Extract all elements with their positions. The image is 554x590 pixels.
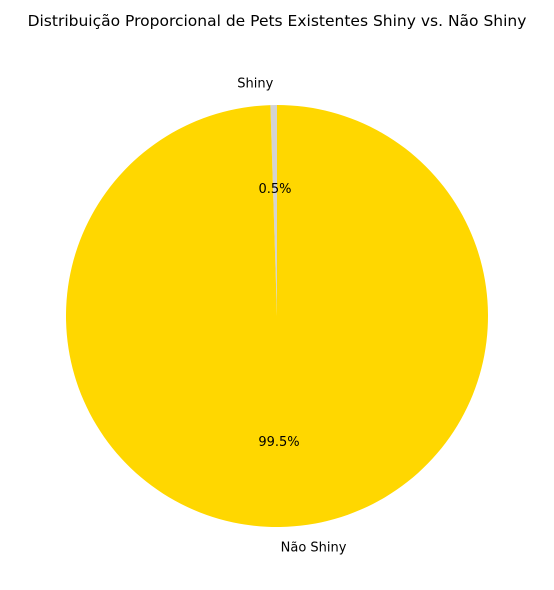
slice-pct-label-1: 99.5% xyxy=(258,435,299,450)
pie-labels: Shiny 0.5% Não Shiny 99.5% xyxy=(237,76,346,555)
slice-label-0: Shiny xyxy=(237,76,273,91)
pie-slices xyxy=(66,105,489,527)
slice-label-1: Não Shiny xyxy=(281,541,347,556)
pie-slice-0 xyxy=(270,105,277,316)
chart-title: Distribuição Proporcional de Pets Existe… xyxy=(28,12,527,30)
slice-pct-label-0: 0.5% xyxy=(258,182,291,197)
pie-slice-1 xyxy=(66,105,489,527)
